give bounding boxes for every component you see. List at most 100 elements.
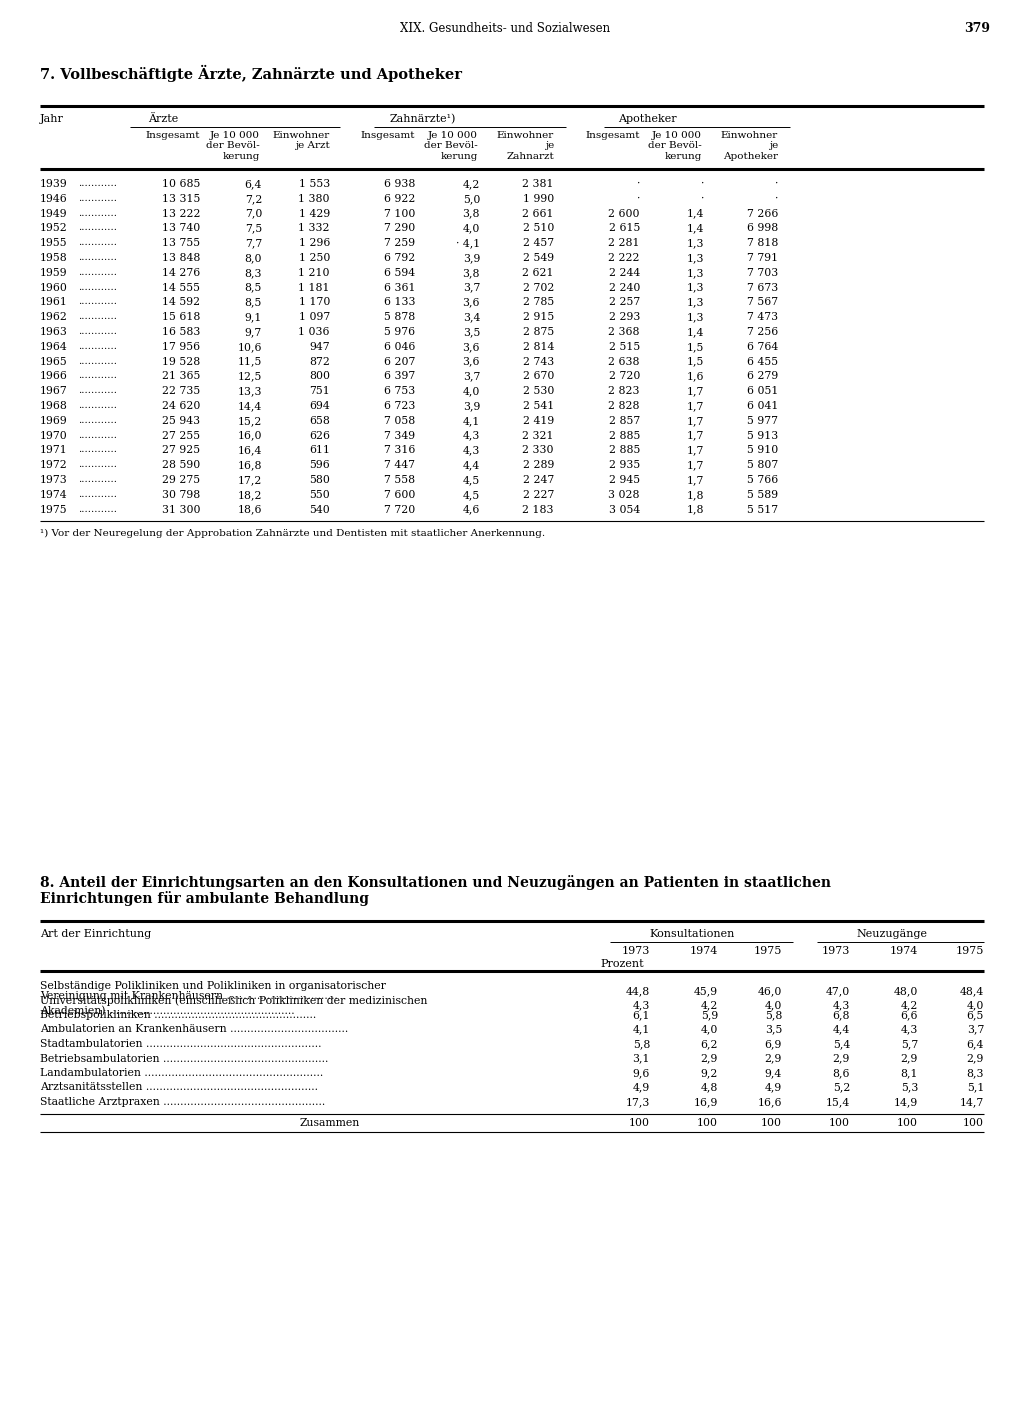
Text: 13 740: 13 740 xyxy=(162,224,200,234)
Text: 3,7: 3,7 xyxy=(967,1025,984,1035)
Text: 2 510: 2 510 xyxy=(522,224,554,234)
Text: 1,5: 1,5 xyxy=(687,356,705,366)
Text: 1 250: 1 250 xyxy=(299,253,330,263)
Text: 7 567: 7 567 xyxy=(746,297,778,307)
Text: 3,7: 3,7 xyxy=(463,372,480,382)
Text: 2 247: 2 247 xyxy=(522,474,554,484)
Text: ............: ............ xyxy=(78,268,117,277)
Text: 2,9: 2,9 xyxy=(765,1053,782,1063)
Text: 3,8: 3,8 xyxy=(463,268,480,277)
Text: 14 592: 14 592 xyxy=(162,297,200,307)
Text: ·: · xyxy=(774,179,778,189)
Text: 2 227: 2 227 xyxy=(522,490,554,500)
Text: 379: 379 xyxy=(964,23,990,35)
Text: 658: 658 xyxy=(309,415,330,425)
Text: 1 429: 1 429 xyxy=(299,208,330,218)
Text: 1,8: 1,8 xyxy=(686,490,705,500)
Text: 3,1: 3,1 xyxy=(633,1053,650,1063)
Text: Landambulatorien .....................................................: Landambulatorien .......................… xyxy=(40,1069,324,1079)
Text: 1,3: 1,3 xyxy=(686,297,705,307)
Text: 3,6: 3,6 xyxy=(463,356,480,366)
Text: Einrichtungen für ambulante Behandlung: Einrichtungen für ambulante Behandlung xyxy=(40,891,369,905)
Text: 4,3: 4,3 xyxy=(901,1025,918,1035)
Text: Stadtambulatorien ....................................................: Stadtambulatorien ......................… xyxy=(40,1039,322,1049)
Text: 4,1: 4,1 xyxy=(633,1025,650,1035)
Text: 5 977: 5 977 xyxy=(746,415,778,425)
Text: 4,3: 4,3 xyxy=(463,445,480,455)
Text: 6 051: 6 051 xyxy=(746,386,778,396)
Text: 100: 100 xyxy=(761,1118,782,1128)
Text: 13 315: 13 315 xyxy=(162,194,200,204)
Text: 8,5: 8,5 xyxy=(245,297,262,307)
Text: 6 207: 6 207 xyxy=(384,356,415,366)
Text: 2 183: 2 183 xyxy=(522,504,554,514)
Text: · 4,1: · 4,1 xyxy=(456,238,480,248)
Text: 100: 100 xyxy=(897,1118,918,1128)
Text: 4,2: 4,2 xyxy=(700,1001,718,1011)
Text: Insgesamt: Insgesamt xyxy=(360,131,415,139)
Text: 1964: 1964 xyxy=(40,342,68,352)
Text: 7 266: 7 266 xyxy=(746,208,778,218)
Text: 6,9: 6,9 xyxy=(765,1039,782,1049)
Text: 8,1: 8,1 xyxy=(900,1069,918,1079)
Text: 4,3: 4,3 xyxy=(633,1001,650,1011)
Text: 1970: 1970 xyxy=(40,431,68,441)
Text: ............: ............ xyxy=(78,460,117,469)
Text: 2,9: 2,9 xyxy=(700,1053,718,1063)
Text: 30 798: 30 798 xyxy=(162,490,200,500)
Text: 10,6: 10,6 xyxy=(238,342,262,352)
Text: 14,4: 14,4 xyxy=(238,401,262,411)
Text: 1974: 1974 xyxy=(689,946,718,956)
Text: 2 457: 2 457 xyxy=(523,238,554,248)
Text: 1973: 1973 xyxy=(821,946,850,956)
Text: 4,9: 4,9 xyxy=(765,1083,782,1093)
Text: 45,9: 45,9 xyxy=(694,986,718,995)
Text: 1,3: 1,3 xyxy=(686,253,705,263)
Text: ............: ............ xyxy=(78,313,117,321)
Text: 15,2: 15,2 xyxy=(238,415,262,425)
Text: 6 753: 6 753 xyxy=(384,386,415,396)
Text: ·: · xyxy=(637,194,640,204)
Text: Prozent: Prozent xyxy=(600,959,644,969)
Text: 14,9: 14,9 xyxy=(894,1097,918,1107)
Text: 13 222: 13 222 xyxy=(162,208,200,218)
Text: 6 361: 6 361 xyxy=(384,283,415,293)
Text: 4,8: 4,8 xyxy=(700,1083,718,1093)
Text: 2 823: 2 823 xyxy=(608,386,640,396)
Text: 5,0: 5,0 xyxy=(463,194,480,204)
Text: 2 289: 2 289 xyxy=(522,460,554,470)
Text: 6,6: 6,6 xyxy=(900,1010,918,1019)
Text: Universitätspolikliniken (einschließlich Polikliniken der medizinischen: Universitätspolikliniken (einschließlich… xyxy=(40,995,427,1007)
Text: 1,4: 1,4 xyxy=(687,327,705,337)
Text: 6 764: 6 764 xyxy=(746,342,778,352)
Text: 6,1: 6,1 xyxy=(633,1010,650,1019)
Text: 9,7: 9,7 xyxy=(245,327,262,337)
Text: Ärzte: Ärzte xyxy=(148,114,178,124)
Text: 5 807: 5 807 xyxy=(746,460,778,470)
Text: 6 133: 6 133 xyxy=(384,297,415,307)
Text: 1,6: 1,6 xyxy=(686,372,705,382)
Text: 3,9: 3,9 xyxy=(463,401,480,411)
Text: 19 528: 19 528 xyxy=(162,356,200,366)
Text: 18,2: 18,2 xyxy=(238,490,262,500)
Text: XIX. Gesundheits- und Sozialwesen: XIX. Gesundheits- und Sozialwesen xyxy=(400,23,610,35)
Text: 2 368: 2 368 xyxy=(608,327,640,337)
Text: ·: · xyxy=(774,194,778,204)
Text: 4,3: 4,3 xyxy=(463,431,480,441)
Text: 6 998: 6 998 xyxy=(746,224,778,234)
Text: 4,6: 4,6 xyxy=(463,504,480,514)
Text: 2 541: 2 541 xyxy=(522,401,554,411)
Text: 5,4: 5,4 xyxy=(833,1039,850,1049)
Text: 2 661: 2 661 xyxy=(522,208,554,218)
Text: Je 10 000
der Bevöl-
kerung: Je 10 000 der Bevöl- kerung xyxy=(648,131,702,161)
Text: 48,4: 48,4 xyxy=(959,986,984,995)
Text: 5,9: 5,9 xyxy=(700,1010,718,1019)
Text: 7 818: 7 818 xyxy=(746,238,778,248)
Text: 7 600: 7 600 xyxy=(384,490,415,500)
Text: 8,5: 8,5 xyxy=(245,283,262,293)
Text: 16,6: 16,6 xyxy=(758,1097,782,1107)
Text: ............: ............ xyxy=(78,253,117,262)
Text: 5,2: 5,2 xyxy=(833,1083,850,1093)
Text: 1,7: 1,7 xyxy=(687,460,705,470)
Text: 15 618: 15 618 xyxy=(162,313,200,322)
